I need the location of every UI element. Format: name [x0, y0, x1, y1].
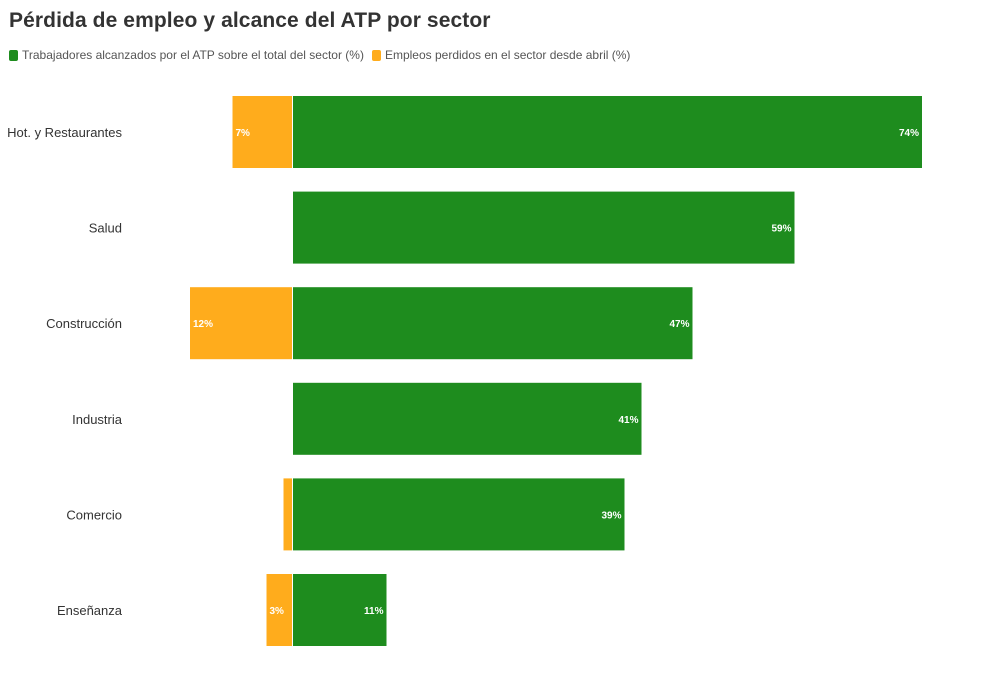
- data-label-empleos-construccion: 12%: [193, 319, 213, 330]
- data-label-atp-ensenanza: 11%: [364, 606, 384, 617]
- data-label-empleos-hot-y-restaurantes: 7%: [236, 128, 251, 139]
- data-label-empleos-ensenanza: 3%: [270, 606, 285, 617]
- bar-atp-hot-y-restaurantes[interactable]: [293, 96, 922, 168]
- bar-atp-ensenanza[interactable]: [293, 574, 387, 646]
- legend-item-empleos[interactable]: Empleos perdidos en el sector desde abri…: [371, 48, 631, 62]
- bar-empleos-ensenanza[interactable]: [266, 574, 293, 646]
- chart-title: Pérdida de empleo y alcance del ATP por …: [9, 9, 491, 32]
- legend-swatch-atp: [9, 49, 18, 61]
- bar-atp-construccion[interactable]: [293, 287, 693, 360]
- data-label-atp-comercio: 39%: [601, 510, 621, 521]
- data-label-atp-construccion: 47%: [669, 319, 689, 330]
- bar-atp-salud[interactable]: [293, 191, 795, 264]
- category-label-industria: Industria: [72, 412, 123, 427]
- data-label-atp-salud: 59%: [771, 224, 791, 235]
- legend-label-atp: Trabajadores alcanzados por el ATP sobre…: [22, 48, 364, 62]
- category-label-ensenanza: Enseñanza: [57, 603, 123, 618]
- bar-empleos-construccion[interactable]: [190, 287, 292, 360]
- bar-atp-industria[interactable]: [293, 382, 642, 455]
- category-label-construccion: Construcción: [46, 316, 122, 331]
- category-label-comercio: Comercio: [66, 507, 122, 522]
- legend-item-atp[interactable]: Trabajadores alcanzados por el ATP sobre…: [9, 48, 364, 62]
- bar-atp-comercio[interactable]: [293, 478, 625, 551]
- bar-empleos-comercio[interactable]: [283, 478, 293, 551]
- category-label-hot-y-restaurantes: Hot. y Restaurantes: [7, 125, 122, 140]
- legend-swatch-empleos: [371, 49, 381, 61]
- data-label-atp-hot-y-restaurantes: 74%: [899, 128, 919, 139]
- data-label-atp-industria: 41%: [618, 415, 638, 426]
- category-label-salud: Salud: [89, 221, 122, 236]
- legend-label-empleos: Empleos perdidos en el sector desde abri…: [384, 48, 631, 62]
- legend: Trabajadores alcanzados por el ATP sobre…: [9, 48, 638, 62]
- bar-empleos-hot-y-restaurantes[interactable]: [232, 96, 293, 168]
